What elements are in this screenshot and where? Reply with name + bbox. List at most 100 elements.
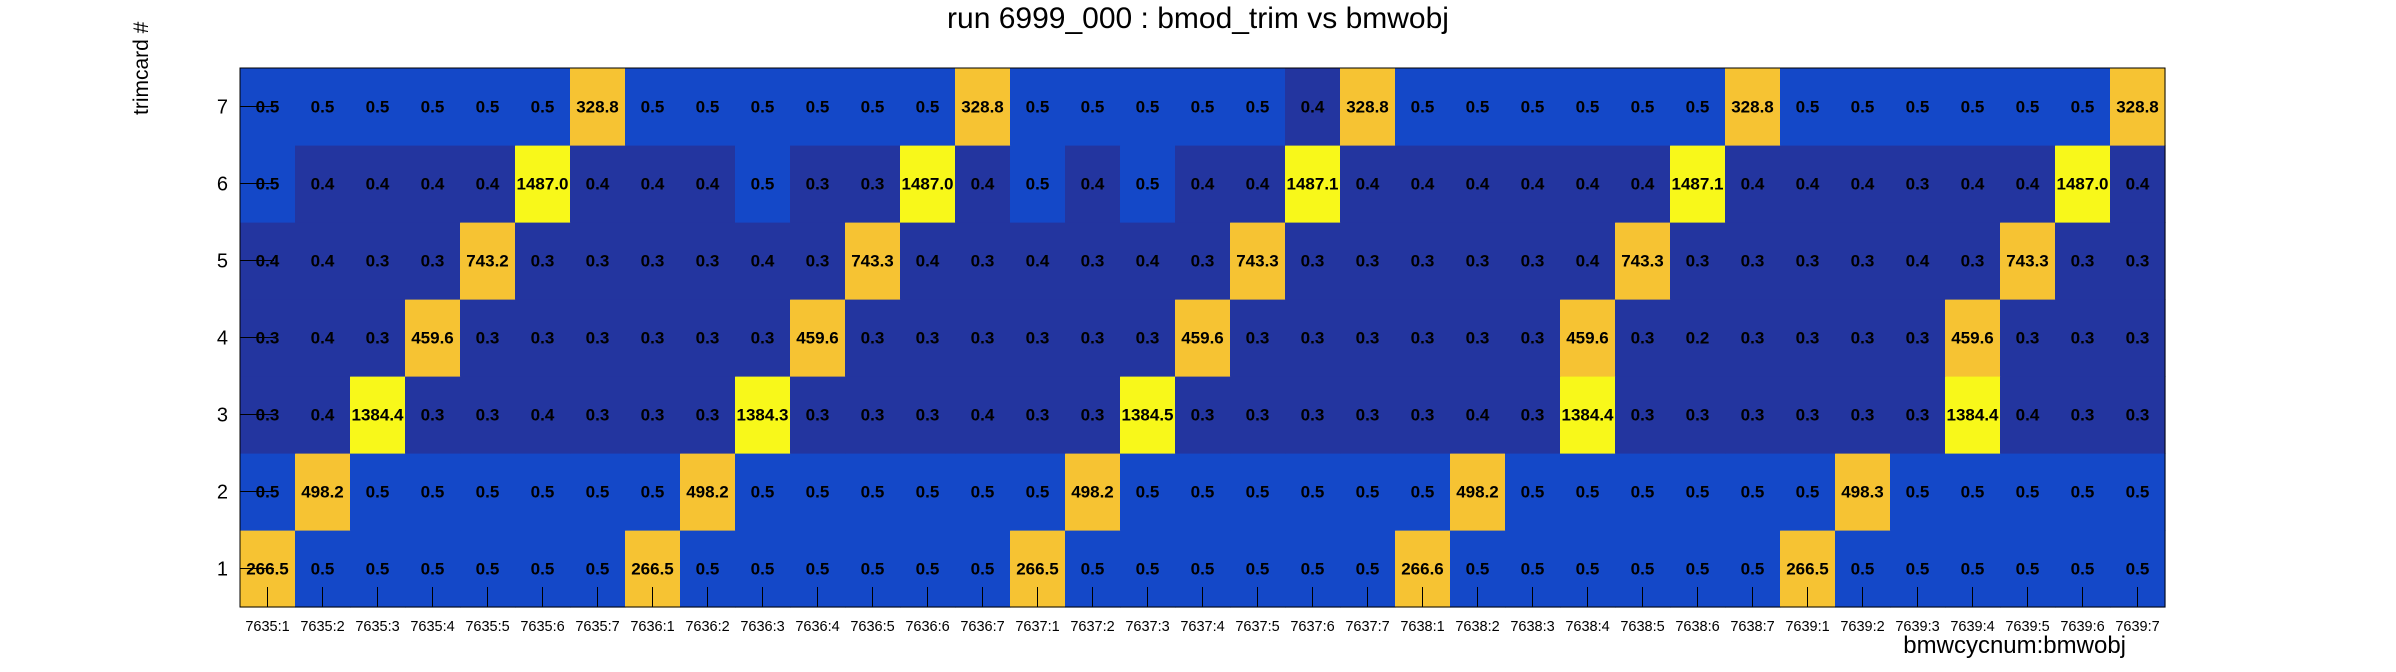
heatmap-cell xyxy=(2055,145,2111,223)
cell-value-label: 0.3 xyxy=(861,406,885,425)
cell-value-label: 0.5 xyxy=(1961,98,1985,117)
cell-value-label: 0.5 xyxy=(1851,560,1875,579)
cell-value-label: 0.3 xyxy=(1466,252,1490,271)
cell-value-label: 0.3 xyxy=(2126,329,2150,348)
cell-value-label: 0.3 xyxy=(2126,406,2150,425)
heatmap-cell xyxy=(955,376,1011,454)
heatmap-cell xyxy=(1175,453,1231,531)
heatmap-cell xyxy=(1835,376,1891,454)
heatmap-cell xyxy=(1120,145,1176,223)
heatmap-cell xyxy=(955,145,1011,223)
cell-value-label: 0.5 xyxy=(1851,98,1875,117)
cell-value-label: 0.3 xyxy=(1081,406,1105,425)
cell-value-label: 0.5 xyxy=(1411,483,1435,502)
x-tick-label: 7639:5 xyxy=(2005,619,2049,635)
cell-value-label: 0.3 xyxy=(1356,329,1380,348)
heatmap-cell xyxy=(1120,376,1176,454)
cell-value-label: 0.3 xyxy=(1686,252,1710,271)
heatmap-cell xyxy=(1505,222,1561,300)
heatmap-cell xyxy=(1835,68,1891,146)
y-tick-label: 1 xyxy=(217,559,228,581)
cell-value-label: 0.5 xyxy=(1466,560,1490,579)
cell-value-label: 0.3 xyxy=(1081,329,1105,348)
cell-value-label: 1384.3 xyxy=(737,406,789,425)
heatmap-cell xyxy=(1560,145,1616,223)
heatmap-cell xyxy=(1010,222,1066,300)
cell-value-label: 0.5 xyxy=(696,98,720,117)
x-tick-label: 7638:1 xyxy=(1400,619,1444,635)
cell-value-label: 0.5 xyxy=(1301,483,1325,502)
cell-value-label: 0.4 xyxy=(1796,175,1820,194)
cell-value-label: 0.4 xyxy=(1246,175,1270,194)
heatmap-cell xyxy=(515,299,571,377)
heatmap-cell xyxy=(735,299,791,377)
heatmap-cell xyxy=(1560,376,1616,454)
cell-value-label: 0.4 xyxy=(641,175,665,194)
cell-value-label: 0.5 xyxy=(1081,560,1105,579)
heatmap-cell xyxy=(515,376,571,454)
cell-value-label: 0.3 xyxy=(1796,406,1820,425)
heatmap-cell xyxy=(1175,68,1231,146)
cell-value-label: 0.3 xyxy=(1796,252,1820,271)
heatmap-cell xyxy=(1835,453,1891,531)
x-tick-label: 7639:1 xyxy=(1785,619,1829,635)
heatmap-cell xyxy=(1010,299,1066,377)
heatmap-cell xyxy=(1340,222,1396,300)
heatmap-cell xyxy=(1340,68,1396,146)
cell-value-label: 0.5 xyxy=(1631,98,1655,117)
cell-value-label: 0.5 xyxy=(476,560,500,579)
heatmap-cell xyxy=(1945,222,2001,300)
cell-value-label: 0.2 xyxy=(1686,329,1710,348)
cell-value-label: 328.8 xyxy=(576,98,619,117)
cell-value-label: 0.5 xyxy=(1191,560,1215,579)
x-tick-label: 7636:7 xyxy=(960,619,1004,635)
heatmap-cell xyxy=(1065,145,1121,223)
heatmap-cell xyxy=(1340,299,1396,377)
cell-value-label: 0.5 xyxy=(1631,483,1655,502)
heatmap-cell xyxy=(350,145,406,223)
x-tick-label: 7636:6 xyxy=(905,619,949,635)
heatmap-cell xyxy=(1340,453,1396,531)
cell-value-label: 0.5 xyxy=(1741,560,1765,579)
heatmap-cell xyxy=(2110,222,2166,300)
cell-value-label: 0.3 xyxy=(1301,252,1325,271)
cell-value-label: 0.4 xyxy=(2016,175,2040,194)
cell-value-label: 0.5 xyxy=(1521,483,1545,502)
heatmap-cell xyxy=(1725,453,1781,531)
heatmap-cell xyxy=(350,222,406,300)
cell-value-label: 0.3 xyxy=(1411,329,1435,348)
heatmap-cell xyxy=(1670,453,1726,531)
cell-value-label: 0.5 xyxy=(751,483,775,502)
heatmap-cell xyxy=(460,376,516,454)
cell-value-label: 0.3 xyxy=(1191,406,1215,425)
cell-value-label: 0.4 xyxy=(311,252,335,271)
heatmap-cell xyxy=(955,222,1011,300)
cell-value-label: 0.3 xyxy=(1961,252,1985,271)
heatmap-cell xyxy=(2110,68,2166,146)
heatmap-cell xyxy=(1285,299,1341,377)
cell-value-label: 0.5 xyxy=(531,483,555,502)
cell-value-label: 0.5 xyxy=(1906,98,1930,117)
heatmap-cell xyxy=(625,68,681,146)
cell-value-label: 0.5 xyxy=(916,98,940,117)
cell-value-label: 0.5 xyxy=(1191,483,1215,502)
heatmap-cell xyxy=(1670,222,1726,300)
x-tick-label: 7638:4 xyxy=(1565,619,1609,635)
cell-value-label: 0.4 xyxy=(311,406,335,425)
heatmap-cell xyxy=(1450,68,1506,146)
heatmap-cell xyxy=(405,222,461,300)
cell-value-label: 0.4 xyxy=(311,329,335,348)
cell-value-label: 0.5 xyxy=(531,560,555,579)
cell-value-label: 0.5 xyxy=(1191,98,1215,117)
heatmap-cell xyxy=(350,376,406,454)
heatmap-cell xyxy=(295,68,351,146)
cell-value-label: 0.3 xyxy=(806,175,830,194)
cell-value-label: 0.5 xyxy=(1356,483,1380,502)
heatmap-cell xyxy=(1945,68,2001,146)
x-tick-label: 7635:1 xyxy=(245,619,289,635)
heatmap-cell xyxy=(680,145,736,223)
heatmap-cell xyxy=(625,453,681,531)
heatmap-cell xyxy=(1780,453,1836,531)
heatmap-cell xyxy=(1505,145,1561,223)
cell-value-label: 0.3 xyxy=(1466,329,1490,348)
